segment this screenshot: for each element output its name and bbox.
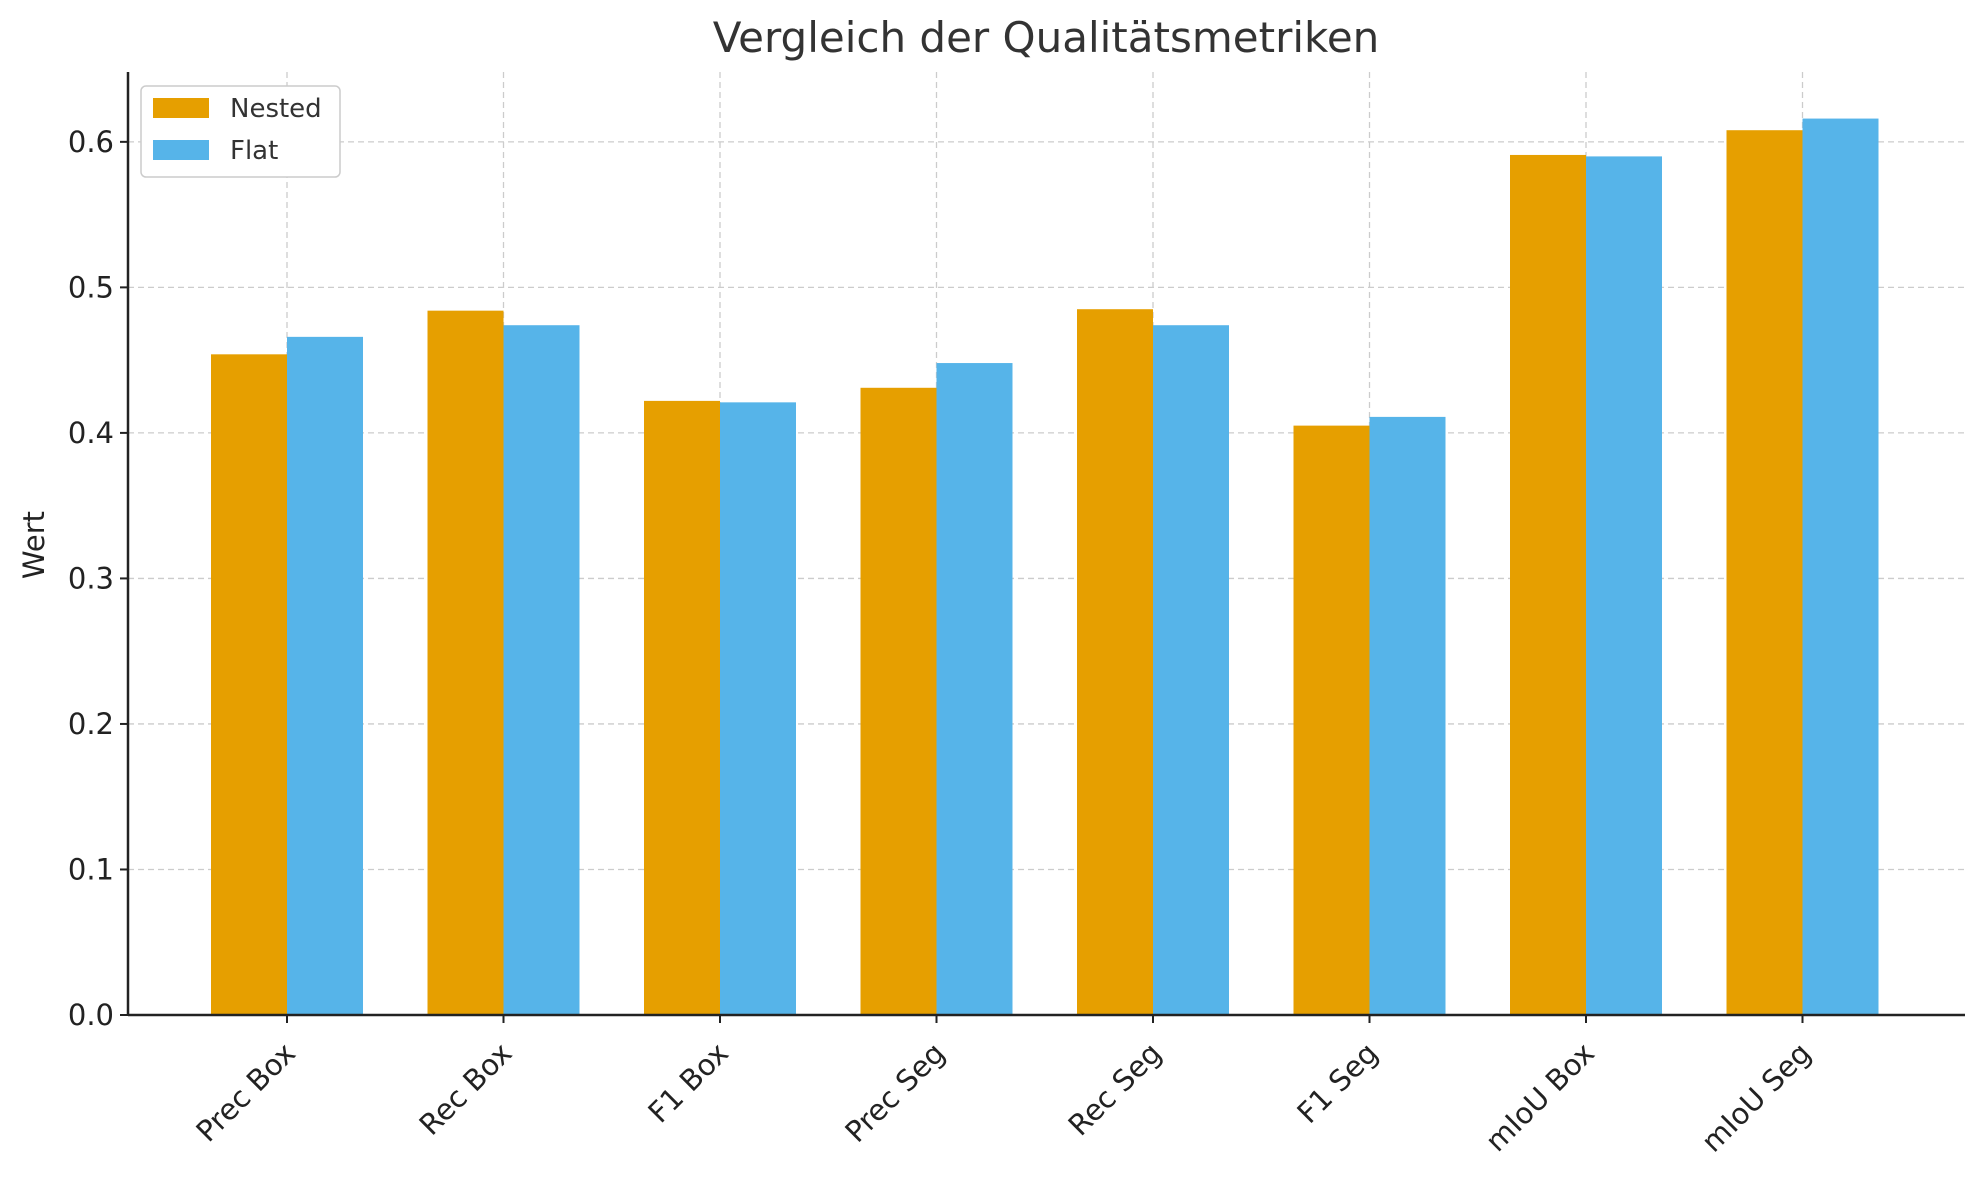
bar-flat-6	[1586, 156, 1662, 1016]
legend: Nested Flat	[140, 85, 341, 178]
y-tick-label-6: 0.6	[68, 125, 114, 159]
bars	[211, 118, 1879, 1016]
y-tick-label-3: 0.3	[68, 561, 114, 595]
x-tick-label-1: Rec Box	[413, 1036, 519, 1142]
x-tick-label-0: Prec Box	[189, 1036, 302, 1149]
chart-title: Vergleich der Qualitätsmetriken	[713, 13, 1380, 62]
y-tick-label-0: 0.0	[68, 998, 114, 1032]
bar-nested-4	[1077, 309, 1153, 1015]
y-ticks: 0.0 0.1 0.2 0.3 0.4 0.5 0.6	[68, 125, 128, 1032]
legend-label-flat: Flat	[230, 136, 278, 166]
x-tick-label-5: F1 Seg	[1290, 1036, 1384, 1130]
bar-flat-0	[287, 336, 363, 1015]
axes	[126, 72, 1965, 1017]
bar-nested-1	[427, 310, 504, 1015]
legend-swatch-flat	[153, 140, 209, 160]
x-tick-label-7: mIoU Seg	[1695, 1036, 1818, 1159]
x-tick-label-3: Prec Seg	[838, 1036, 951, 1149]
bar-nested-0	[211, 354, 287, 1016]
y-tick-label-1: 0.1	[68, 852, 114, 886]
x-tick-label-4: Rec Seg	[1062, 1036, 1168, 1142]
bar-flat-3	[936, 363, 1013, 1015]
bar-flat-4	[1153, 325, 1229, 1015]
x-ticks: Prec Box Rec Box F1 Box Prec Seg Rec Seg F1 S…	[189, 1015, 1817, 1159]
bar-nested-2	[644, 400, 720, 1015]
y-tick-label-2: 0.2	[68, 707, 114, 741]
y-tick-label-4: 0.4	[68, 416, 114, 450]
y-axis-label: Wert	[17, 511, 51, 579]
legend-label-nested: Nested	[230, 94, 322, 124]
bar-flat-2	[720, 402, 796, 1015]
legend-swatch-nested	[153, 98, 209, 118]
bar-flat-7	[1802, 118, 1879, 1016]
bar-flat-5	[1369, 416, 1446, 1015]
y-tick-label-5: 0.5	[68, 270, 114, 304]
bar-nested-7	[1726, 130, 1803, 1016]
bar-flat-1	[503, 325, 580, 1015]
grid-lines	[128, 72, 1965, 1016]
x-tick-label-2: F1 Box	[641, 1036, 735, 1130]
x-tick-label-6: mIoU Box	[1479, 1036, 1601, 1158]
bar-nested-6	[1510, 154, 1586, 1015]
bar-nested-3	[860, 387, 937, 1015]
bar-nested-5	[1293, 425, 1370, 1015]
